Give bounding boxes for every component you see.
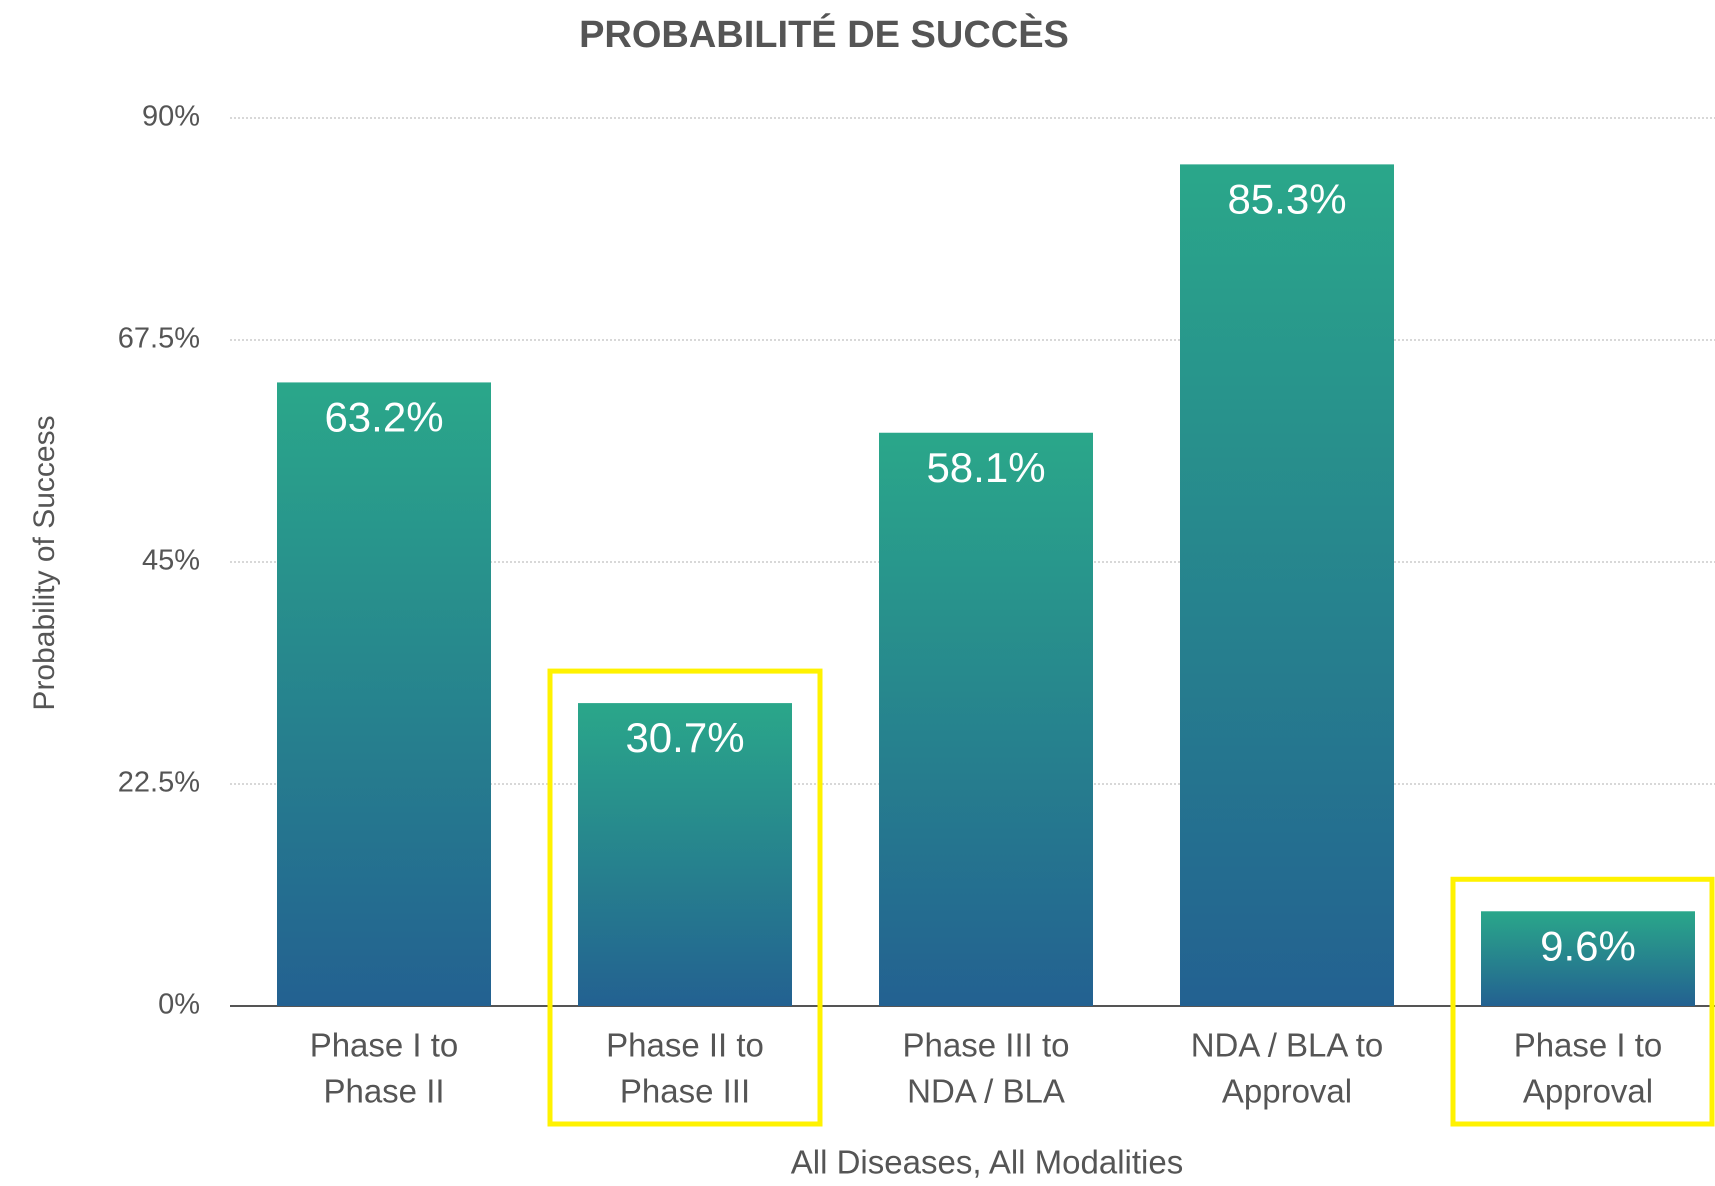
y-tick-label: 0% <box>158 989 200 1021</box>
bar <box>578 703 792 1006</box>
x-tick-label: Phase I to <box>1514 1027 1663 1064</box>
x-tick-label: Phase III to <box>903 1027 1070 1064</box>
y-tick-label: 67.5% <box>118 323 200 355</box>
x-tick-label: Approval <box>1523 1073 1653 1110</box>
value-label: 9.6% <box>1540 922 1636 969</box>
x-tick-label: Phase III <box>620 1073 750 1110</box>
x-tick-label: Phase II <box>323 1073 444 1110</box>
bar <box>277 382 491 1007</box>
chart-title: PROBABILITÉ DE SUCCÈS <box>579 12 1069 56</box>
highlight-box <box>547 668 823 1127</box>
bar <box>1481 911 1695 1006</box>
y-axis-label: Probability of Success <box>28 415 61 710</box>
value-label: 30.7% <box>625 714 744 761</box>
value-label: 85.3% <box>1227 175 1346 222</box>
x-axis-label: All Diseases, All Modalities <box>791 1144 1184 1181</box>
highlight-box <box>1450 876 1715 1127</box>
x-tick-label: Phase II to <box>606 1027 764 1064</box>
x-tick-label: NDA / BLA to <box>1191 1027 1384 1064</box>
x-tick-label: Approval <box>1222 1073 1352 1110</box>
y-tick-label: 22.5% <box>118 767 200 799</box>
x-tick-label: Phase I to <box>310 1027 459 1064</box>
value-label: 58.1% <box>926 444 1045 491</box>
y-tick-label: 90% <box>142 101 200 133</box>
y-tick-label: 45% <box>142 545 200 577</box>
x-tick-label: NDA / BLA <box>907 1073 1065 1110</box>
value-label: 63.2% <box>324 394 443 441</box>
bar <box>879 432 1093 1006</box>
bar <box>1180 164 1394 1006</box>
